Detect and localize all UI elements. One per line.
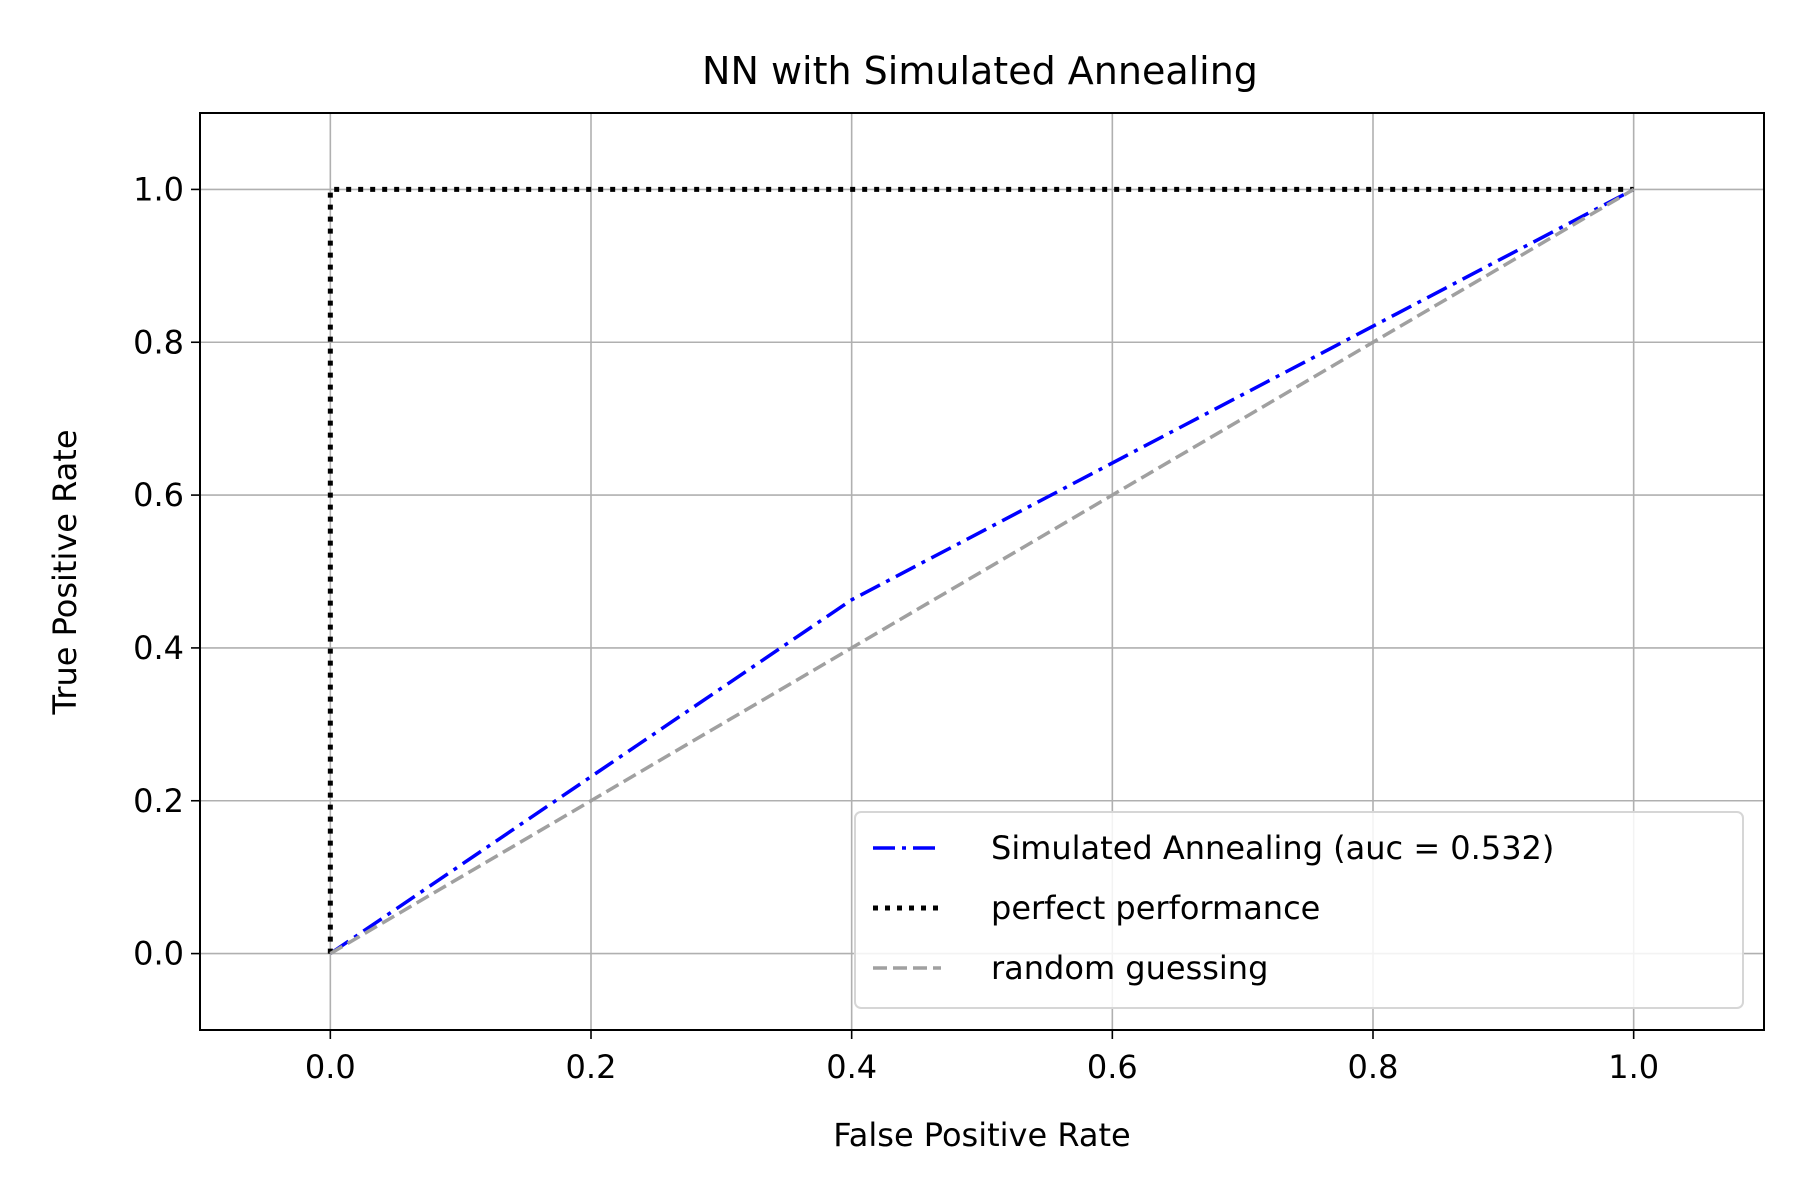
plot-frame	[199, 112, 1765, 1031]
y-tick-label: 0.2	[133, 782, 184, 820]
series-line-dashed	[329, 187, 1635, 956]
y-tick-label: 0.6	[133, 476, 184, 514]
ticks: 0.0 0.2 0.4 0.6 0.8 1.0 0.0 0.2 0.4 0.6 0.8 1.0	[133, 170, 1659, 1086]
y-tick-label: 0.8	[133, 323, 184, 361]
grid	[200, 113, 1764, 1030]
y-tick-label: 0.0	[133, 935, 184, 973]
y-tick-label: 1.0	[133, 170, 184, 208]
y-axis-label: True Positive Rate	[46, 429, 84, 715]
legend-box	[854, 811, 1744, 1009]
legend-label: Simulated Annealing (auc = 0.532)	[991, 829, 1554, 867]
x-tick-label: 0.0	[305, 1048, 356, 1086]
y-tick-label: 0.4	[133, 629, 184, 667]
legend: Simulated Annealing (auc = 0.532) perfect…	[854, 811, 1744, 1009]
legend-label: perfect performance	[991, 889, 1320, 927]
x-tick-label: 0.8	[1348, 1048, 1399, 1086]
chart-title: NN with Simulated Annealing	[702, 49, 1258, 93]
x-tick-label: 0.2	[566, 1048, 617, 1086]
series-line-dashdot	[329, 187, 1635, 956]
x-tick-label: 0.6	[1087, 1048, 1138, 1086]
x-tick-label: 1.0	[1608, 1048, 1659, 1086]
series-line-dotted	[327, 186, 1634, 954]
legend-label: random guessing	[991, 949, 1268, 987]
x-axis-label: False Positive Rate	[833, 1116, 1130, 1154]
series-layer	[327, 186, 1635, 956]
x-tick-label: 0.4	[826, 1048, 877, 1086]
